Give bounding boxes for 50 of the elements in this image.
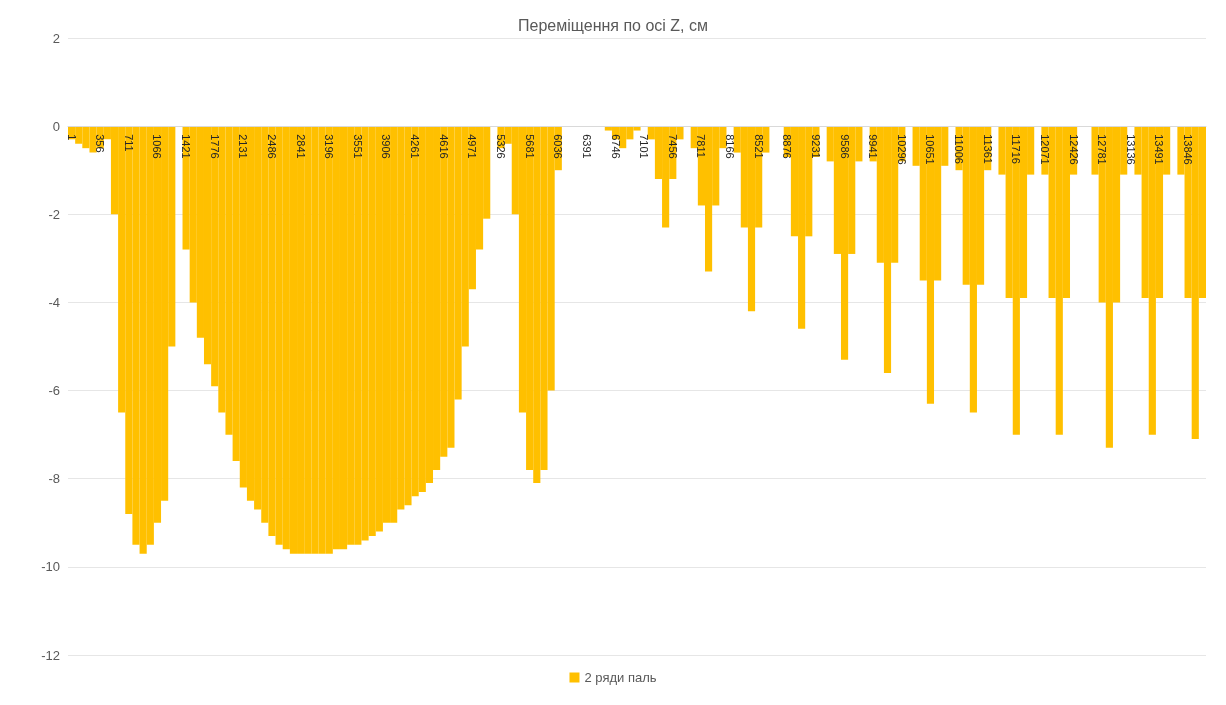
x-tick-label: 8521 — [752, 134, 765, 159]
x-tick-label: 3906 — [380, 134, 393, 159]
y-tick-label: 0 — [52, 118, 60, 134]
x-tick-label: 3551 — [351, 134, 364, 159]
x-tick-label: 2841 — [294, 134, 307, 159]
x-tick-label: 7456 — [666, 134, 679, 159]
x-tick-label: 11006 — [953, 134, 966, 164]
x-tick-label: 5326 — [495, 134, 508, 159]
chart-title: Переміщення по осі Z, см — [518, 16, 708, 34]
x-tick-label: 11716 — [1010, 134, 1023, 164]
x-tick-label: 5681 — [523, 134, 536, 159]
x-tick-label: 9941 — [867, 134, 880, 159]
y-tick-label: -8 — [48, 471, 60, 487]
x-tick-label: 1066 — [151, 134, 164, 159]
x-tick-label: 7101 — [638, 134, 651, 159]
x-tick-label: 12426 — [1067, 134, 1080, 165]
x-tick-label: 1 — [65, 134, 78, 141]
x-tick-label: 12071 — [1038, 134, 1051, 165]
x-tick-label: 8876 — [781, 134, 794, 159]
x-tick-label: 10651 — [924, 134, 937, 165]
y-tick-label: -6 — [48, 383, 60, 399]
x-tick-label: 1421 — [180, 134, 193, 159]
x-tick-label: 9231 — [809, 134, 822, 159]
x-tick-label: 7811 — [695, 134, 708, 158]
x-tick-label: 11361 — [981, 134, 994, 164]
y-tick-label: -4 — [48, 294, 60, 310]
x-tick-label: 3196 — [323, 134, 336, 159]
y-tick-label: 2 — [52, 30, 60, 46]
x-tick-label: 6391 — [580, 134, 593, 159]
y-tick-label: -12 — [41, 647, 60, 663]
x-tick-label: 1776 — [208, 134, 221, 159]
x-tick-label: 4261 — [409, 134, 422, 159]
x-tick-label: 711 — [122, 134, 135, 152]
x-tick-label: 13136 — [1124, 134, 1137, 165]
x-tick-label: 4616 — [437, 134, 450, 159]
y-tick-label: -2 — [48, 206, 60, 222]
legend-label: 2 ряди паль — [584, 670, 657, 685]
x-tick-label: 13491 — [1153, 134, 1166, 165]
x-tick-label: 8166 — [724, 134, 737, 159]
x-tick-label: 2131 — [237, 134, 250, 159]
x-tick-label: 10296 — [895, 134, 908, 165]
x-tick-label: 6036 — [552, 134, 565, 159]
x-tick-label: 9586 — [838, 134, 851, 159]
x-tick-label: 4971 — [466, 134, 479, 159]
x-tick-label: 356 — [94, 134, 107, 153]
x-tick-label: 13846 — [1182, 134, 1195, 165]
x-tick-label: 2486 — [265, 134, 278, 159]
y-tick-label: -10 — [41, 559, 60, 575]
x-tick-label: 12781 — [1096, 134, 1109, 165]
x-tick-label: 6746 — [609, 134, 622, 159]
